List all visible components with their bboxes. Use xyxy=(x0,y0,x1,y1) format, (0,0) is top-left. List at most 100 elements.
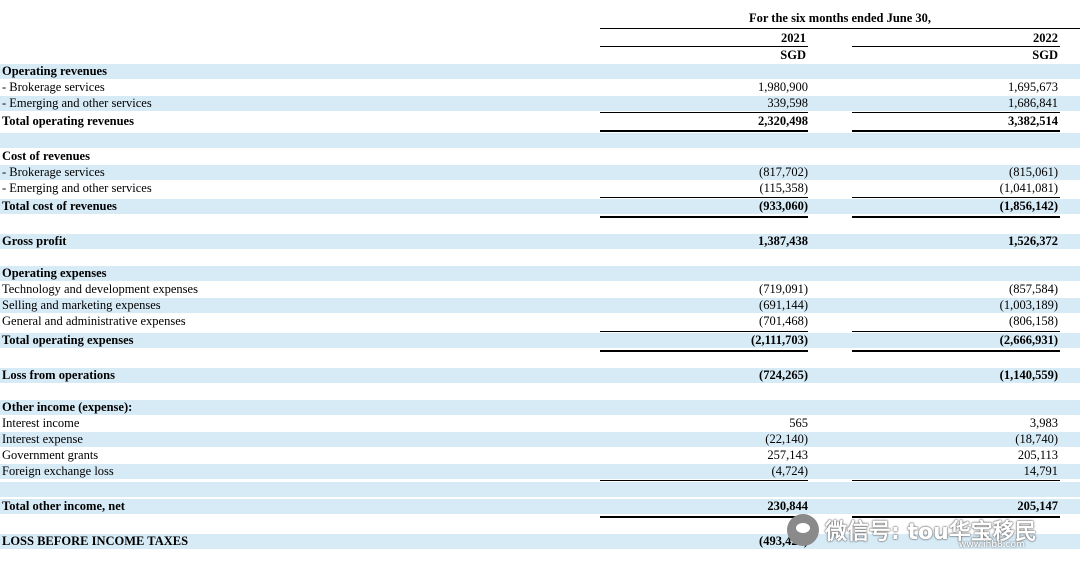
total-rule xyxy=(852,350,1060,352)
table-row: Technology and development expenses (719… xyxy=(0,282,1080,297)
value-2022: 1,695,673 xyxy=(1008,80,1058,94)
row-label: Cost of revenues xyxy=(2,149,90,163)
table-row: Cost of revenues xyxy=(0,149,1080,164)
period-header: For the six months ended June 30, xyxy=(748,11,932,25)
row-label: Total other income, net xyxy=(2,499,125,513)
table-row: Total other income, net 230,844 205,147 xyxy=(0,499,1080,514)
row-label: Operating expenses xyxy=(2,266,107,280)
subtotal-rule xyxy=(852,480,1060,481)
table-row: General and administrative expenses (701… xyxy=(0,314,1080,329)
year-2022-header: 2022 xyxy=(1033,31,1058,45)
row-label: Loss from operations xyxy=(2,368,115,382)
value-2022: (18,740) xyxy=(1015,432,1058,446)
value-2021: (724,265) xyxy=(759,368,808,382)
row-label: Operating revenues xyxy=(2,64,107,78)
table-row: - Emerging and other services (115,358) … xyxy=(0,181,1080,196)
row-label: Interest expense xyxy=(2,432,83,446)
value-2021: (701,468) xyxy=(759,314,808,328)
row-label: LOSS BEFORE INCOME TAXES xyxy=(2,534,189,548)
value-2021: (22,140) xyxy=(765,432,808,446)
table-row: Foreign exchange loss (4,724) 14,791 xyxy=(0,464,1080,479)
subtotal-rule xyxy=(600,331,808,332)
row-label: General and administrative expenses xyxy=(2,314,186,328)
subtotal-rule xyxy=(852,331,1060,332)
value-2021: (4,724) xyxy=(771,464,808,478)
value-2021: (817,702) xyxy=(759,165,808,179)
value-2021: 1,980,900 xyxy=(758,80,808,94)
value-2022: (1,003,189) xyxy=(999,298,1058,312)
value-2021: 257,143 xyxy=(767,448,808,462)
value-2021: (691,144) xyxy=(759,298,808,312)
total-rule xyxy=(852,130,1060,132)
currency-2021-header: SGD xyxy=(780,48,806,62)
total-rule xyxy=(600,130,808,132)
row-label: Total cost of revenues xyxy=(2,199,117,213)
row-label: - Emerging and other services xyxy=(2,181,152,195)
value-2021: 339,598 xyxy=(767,96,808,110)
table-row: Other income (expense): xyxy=(0,400,1080,415)
row-label: Interest income xyxy=(2,416,80,430)
spacer-row xyxy=(0,482,1080,497)
year-rule-2022 xyxy=(852,46,1060,47)
subtotal-rule xyxy=(852,112,1060,113)
subtotal-rule xyxy=(600,197,808,198)
subtotal-rule xyxy=(600,480,808,481)
value-2022: (815,061) xyxy=(1009,165,1058,179)
row-label: Gross profit xyxy=(2,234,67,248)
currency-2022-header: SGD xyxy=(1032,48,1058,62)
table-row: - Brokerage services (817,702) (815,061) xyxy=(0,165,1080,180)
table-row: Loss from operations (724,265) (1,140,55… xyxy=(0,368,1080,383)
value-2021: 2,320,498 xyxy=(758,114,808,128)
row-label: - Emerging and other services xyxy=(2,96,152,110)
value-2022: (806,158) xyxy=(1009,314,1058,328)
total-rule xyxy=(600,350,808,352)
table-row: - Emerging and other services 339,598 1,… xyxy=(0,96,1080,111)
table-row: Operating revenues xyxy=(0,64,1080,79)
row-label: Total operating revenues xyxy=(2,114,134,128)
subtotal-rule xyxy=(852,197,1060,198)
table-row: LOSS BEFORE INCOME TAXES (493,421) xyxy=(0,534,1080,549)
table-row: Total operating revenues 2,320,498 3,382… xyxy=(0,114,1080,129)
row-label: - Brokerage services xyxy=(2,80,105,94)
table-row: Operating expenses xyxy=(0,266,1080,281)
table-row: Government grants 257,143 205,113 xyxy=(0,448,1080,463)
value-2021: (2,111,703) xyxy=(751,333,808,347)
value-2022: 205,147 xyxy=(1017,499,1058,513)
value-2022: 3,382,514 xyxy=(1008,114,1058,128)
total-rule xyxy=(852,216,1060,218)
row-label: Foreign exchange loss xyxy=(2,464,114,478)
value-2022: (2,666,931) xyxy=(999,333,1058,347)
table-row: - Brokerage services 1,980,900 1,695,673 xyxy=(0,80,1080,95)
value-2022: (1,140,559) xyxy=(999,368,1058,382)
table-row: Total cost of revenues (933,060) (1,856,… xyxy=(0,199,1080,214)
row-label: - Brokerage services xyxy=(2,165,105,179)
row-label: Government grants xyxy=(2,448,99,462)
value-2022: (1,041,081) xyxy=(999,181,1058,195)
value-2022: (857,584) xyxy=(1009,282,1058,296)
table-row: Total operating expenses (2,111,703) (2,… xyxy=(0,333,1080,348)
total-rule xyxy=(852,516,1060,518)
table-row: Gross profit 1,387,438 1,526,372 xyxy=(0,234,1080,249)
spacer-row xyxy=(0,133,1080,148)
value-2021: (933,060) xyxy=(759,199,808,213)
row-label: Technology and development expenses xyxy=(2,282,198,296)
table-row: Interest expense (22,140) (18,740) xyxy=(0,432,1080,447)
value-2021: (493,421) xyxy=(759,534,808,548)
value-2022: (1,856,142) xyxy=(999,199,1058,213)
table-row: Interest income 565 3,983 xyxy=(0,416,1080,431)
year-2021-header: 2021 xyxy=(781,31,806,45)
row-label: Selling and marketing expenses xyxy=(2,298,161,312)
year-rule-2021 xyxy=(600,46,808,47)
row-label: Total operating expenses xyxy=(2,333,134,347)
value-2021: (115,358) xyxy=(759,181,809,195)
value-2021: 230,844 xyxy=(767,499,808,513)
value-2021: 1,387,438 xyxy=(758,234,808,248)
subtotal-rule xyxy=(600,112,808,113)
row-label: Other income (expense): xyxy=(2,400,133,414)
table-row: Selling and marketing expenses (691,144)… xyxy=(0,298,1080,313)
value-2022: 205,113 xyxy=(1017,448,1058,462)
value-2021: 565 xyxy=(789,416,808,430)
total-rule xyxy=(600,516,808,518)
total-rule xyxy=(600,216,808,218)
value-2022: 1,686,841 xyxy=(1008,96,1058,110)
